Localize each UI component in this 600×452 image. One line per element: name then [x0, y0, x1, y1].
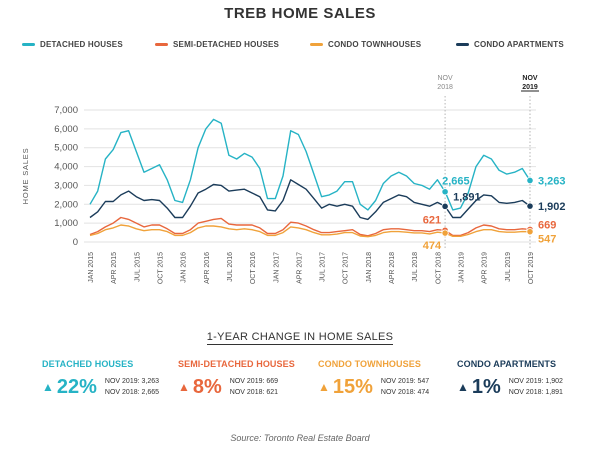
marker-label-month: NOV	[438, 75, 454, 82]
legend: DETACHED HOUSES SEMI-DETACHED HOUSES CON…	[22, 40, 592, 54]
y-tick-label: 0	[73, 237, 78, 248]
x-tick-label: JAN 2015	[88, 252, 95, 283]
stat-values-semi: NOV 2019: 669 NOV 2018: 621	[230, 376, 278, 398]
data-label-semi: 621	[423, 214, 441, 226]
stat-pct-detached: 22%	[56, 376, 97, 398]
x-tick-label: APR 2017	[296, 252, 303, 284]
legend-label-detached: DETACHED HOUSES	[40, 40, 123, 49]
stat-previous-semi: NOV 2018: 621	[229, 389, 279, 396]
legend-label-townhouse: CONDO TOWNHOUSES	[328, 40, 422, 49]
up-arrow-icon: ▲	[178, 380, 190, 394]
y-tick-label: 6,000	[54, 124, 78, 135]
marker-label-year: 2019	[522, 84, 538, 91]
y-axis-label: HOME SALES	[21, 148, 30, 205]
legend-swatch-apartment	[456, 43, 469, 46]
chart-title: TREB HOME SALES	[224, 5, 376, 22]
x-tick-label: JUL 2015	[134, 252, 141, 282]
y-tick-label: 3,000	[54, 180, 78, 191]
legend-item-semi: SEMI-DETACHED HOUSES	[155, 40, 279, 49]
stat-pct-apartment: 1%	[471, 376, 501, 398]
legend-item-detached: DETACHED HOUSES	[22, 40, 123, 49]
stat-values-apartment: NOV 2019: 1,902 NOV 2018: 1,891	[509, 376, 563, 398]
series-line-apartment	[89, 179, 531, 221]
data-point-detached	[441, 188, 449, 196]
y-tick-label: 5,000	[54, 143, 78, 154]
legend-swatch-townhouse	[310, 43, 323, 46]
legend-item-apartment: CONDO APARTMENTS	[456, 40, 564, 49]
x-tick-label: JUL 2017	[320, 252, 327, 282]
stat-previous-detached: NOV 2018: 2,665	[104, 389, 160, 396]
stat-previous-apartment: NOV 2018: 1,891	[508, 389, 563, 396]
series-line-townhouse	[89, 224, 531, 238]
x-tick-label: OCT 2018	[435, 252, 442, 284]
x-tick-label: JAN 2018	[366, 252, 373, 283]
legend-item-townhouse: CONDO TOWNHOUSES	[310, 40, 421, 49]
stat-name-semi: SEMI-DETACHED HOUSES	[178, 359, 295, 369]
legend-swatch-semi	[155, 43, 168, 46]
series-line-semi	[89, 216, 531, 237]
data-label-detached: 3,263	[538, 175, 566, 187]
marker-label-month: NOV	[522, 75, 538, 82]
data-point-townhouse	[441, 229, 449, 237]
x-tick-label: JAN 2017	[273, 252, 280, 283]
marker-label-year: 2018	[437, 84, 453, 91]
up-arrow-icon: ▲	[457, 380, 469, 394]
series-line-detached	[89, 118, 531, 211]
x-tick-label: JUL 2019	[505, 252, 512, 282]
y-tick-label: 4,000	[54, 162, 78, 173]
x-tick-label: JAN 2016	[181, 252, 188, 283]
x-tick-label: JUL 2016	[227, 252, 234, 282]
stat-detached: DETACHED HOUSES ▲ 22% NOV 2019: 3,263 NO…	[42, 359, 159, 398]
data-label-apartment: 1,891	[453, 191, 481, 203]
up-arrow-icon: ▲	[42, 380, 54, 394]
x-tick-label: OCT 2019	[528, 252, 535, 284]
stat-current-detached: NOV 2019: 3,263	[104, 378, 160, 385]
up-arrow-icon: ▲	[318, 380, 330, 394]
stat-townhouse: CONDO TOWNHOUSES ▲ 15% NOV 2019: 547 NOV…	[318, 359, 429, 398]
change-section-title: 1-YEAR CHANGE IN HOME SALES	[0, 331, 600, 345]
x-tick-label: OCT 2017	[343, 252, 350, 284]
data-point-apartment	[526, 202, 534, 210]
x-tick-label: APR 2016	[204, 252, 211, 284]
data-label-detached: 2,665	[442, 176, 470, 188]
stat-current-townhouse: NOV 2019: 547	[380, 378, 430, 385]
line-chart: 0 1,000 2,000 3,000 4,000 5,000 6,000 7,000 HOME…	[21, 75, 566, 284]
stat-name-apartment: CONDO APARTMENTS	[457, 359, 557, 369]
stat-current-apartment: NOV 2019: 1,902	[508, 378, 563, 385]
stat-values-detached: NOV 2019: 3,263 NOV 2018: 2,665	[105, 376, 159, 398]
data-point-townhouse	[526, 228, 534, 236]
data-point-detached	[526, 176, 534, 185]
y-tick-label: 7,000	[54, 105, 78, 116]
x-tick-label: OCT 2016	[250, 252, 257, 284]
legend-label-semi: SEMI-DETACHED HOUSES	[173, 40, 280, 49]
legend-label-apartment: CONDO APARTMENTS	[474, 40, 564, 49]
y-tick-label: 2,000	[54, 199, 78, 210]
source-note: Source: Toronto Real Estate Board	[230, 433, 370, 443]
stat-current-semi: NOV 2019: 669	[229, 378, 279, 385]
y-tick-label: 1,000	[54, 218, 78, 229]
data-label-apartment: 1,902	[538, 201, 566, 213]
x-tick-label: JAN 2019	[459, 252, 466, 283]
stat-name-townhouse: CONDO TOWNHOUSES	[318, 359, 421, 369]
data-label-townhouse: 547	[538, 234, 556, 246]
stat-pct-semi: 8%	[192, 376, 222, 398]
stat-apartment: CONDO APARTMENTS ▲ 1% NOV 2019: 1,902 NO…	[457, 359, 563, 398]
x-tick-label: OCT 2015	[157, 252, 164, 284]
change-title-text: 1-YEAR CHANGE IN HOME SALES	[206, 331, 394, 345]
legend-swatch-detached	[22, 43, 35, 46]
data-point-apartment	[441, 202, 449, 210]
x-tick-label: APR 2019	[482, 252, 489, 284]
stat-semi: SEMI-DETACHED HOUSES ▲ 8% NOV 2019: 669 …	[178, 359, 295, 398]
stat-pct-townhouse: 15%	[332, 376, 373, 398]
stat-values-townhouse: NOV 2019: 547 NOV 2018: 474	[381, 376, 429, 398]
x-tick-label: APR 2018	[389, 252, 396, 284]
data-label-semi: 669	[538, 219, 556, 231]
stat-name-detached: DETACHED HOUSES	[42, 359, 134, 369]
x-tick-label: APR 2015	[111, 252, 118, 284]
data-label-townhouse: 474	[423, 240, 442, 252]
x-tick-label: JUL 2018	[412, 252, 419, 282]
stat-previous-townhouse: NOV 2018: 474	[380, 389, 430, 396]
